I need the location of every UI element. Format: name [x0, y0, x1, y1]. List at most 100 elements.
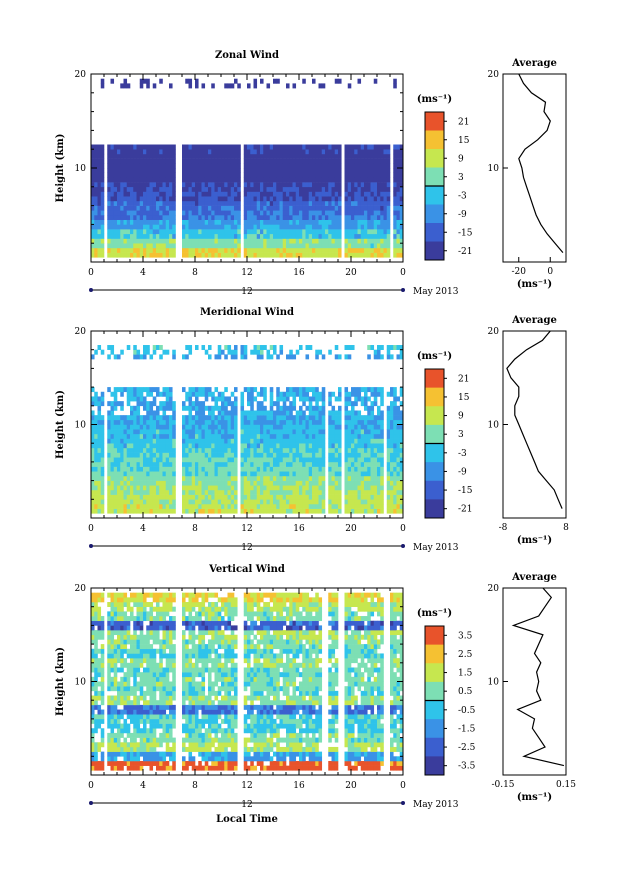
heatmap-cell — [100, 224, 105, 230]
heatmap-cell — [299, 200, 303, 206]
heatmap-cell — [221, 429, 225, 435]
heatmap-cell — [399, 238, 404, 244]
colorbar-segment — [425, 480, 444, 500]
heatmap-cell — [299, 243, 303, 249]
heatmap-cell — [143, 205, 147, 211]
heatmap-cell — [315, 452, 319, 458]
heatmap-cell — [120, 452, 124, 458]
heatmap-cell — [308, 452, 313, 458]
heatmap-cell — [185, 471, 189, 477]
heatmap-cell — [198, 471, 202, 477]
heatmap-cell — [126, 387, 131, 393]
heatmap-cell — [325, 219, 329, 225]
heatmap-cell — [211, 471, 215, 477]
heatmap-cell — [159, 233, 163, 239]
heatmap-cell — [94, 508, 98, 514]
heatmap-cell — [380, 485, 384, 491]
heatmap-cell — [269, 419, 274, 425]
heatmap-cell — [149, 475, 154, 481]
heatmap-cell — [273, 182, 277, 188]
heatmap-cell — [367, 252, 371, 258]
heatmap-cell — [130, 177, 134, 183]
heatmap-cell — [217, 153, 222, 159]
heatmap-cell — [331, 168, 336, 173]
heatmap-cell — [162, 200, 167, 206]
heatmap-cell — [305, 219, 310, 225]
heatmap-cell — [370, 475, 375, 481]
heatmap-cell — [94, 644, 98, 650]
heatmap-cell — [377, 149, 381, 155]
heatmap-cell — [399, 391, 404, 397]
heatmap-cell — [237, 205, 241, 211]
heatmap-cell — [344, 186, 349, 192]
heatmap-cell — [120, 224, 124, 230]
heatmap-cell — [97, 503, 102, 509]
heatmap-cell — [393, 429, 397, 435]
heatmap-cell — [334, 494, 339, 500]
heatmap-cell — [399, 186, 404, 192]
heatmap-cell — [169, 461, 173, 467]
heatmap-cell — [107, 503, 111, 509]
heatmap-cell — [113, 415, 118, 421]
heatmap-cell — [198, 215, 202, 220]
heatmap-cell — [354, 396, 358, 402]
heatmap-cell — [253, 238, 258, 244]
heatmap-cell — [198, 429, 202, 435]
heatmap-cell — [208, 466, 212, 472]
heatmap-cell — [110, 233, 115, 239]
heatmap-cell — [292, 158, 297, 164]
heatmap-cell — [399, 182, 404, 188]
heatmap-cell — [100, 149, 105, 155]
heatmap-cell — [276, 243, 280, 249]
heatmap-cell — [211, 153, 215, 159]
heatmap-cell — [123, 144, 128, 150]
heatmap-cell — [289, 485, 293, 491]
heatmap-cell — [234, 438, 238, 444]
heatmap-cell — [133, 419, 137, 425]
heatmap-cell — [240, 391, 245, 397]
heatmap-cell — [165, 457, 170, 463]
profile-title: Average — [511, 315, 557, 326]
heatmap-cell — [94, 461, 98, 467]
heatmap-cell — [159, 149, 163, 155]
heatmap-cell — [360, 466, 365, 472]
heatmap-cell — [266, 480, 271, 486]
heatmap-cell — [354, 429, 358, 435]
heatmap-cell — [188, 219, 193, 225]
heatmap-cell — [182, 233, 186, 239]
heatmap-cell — [334, 153, 339, 159]
heatmap-cell — [204, 466, 209, 472]
heatmap-cell — [130, 238, 134, 244]
heatmap-cell — [380, 158, 384, 164]
heatmap-cell — [211, 480, 215, 486]
heatmap-cell — [169, 401, 173, 407]
heatmap-cell — [185, 354, 189, 360]
heatmap-cell — [224, 196, 228, 202]
heatmap-cell — [91, 452, 95, 458]
heatmap-cell — [195, 205, 199, 211]
heatmap-cell — [399, 200, 404, 206]
heatmap-cell — [217, 163, 222, 169]
heatmap-cell — [107, 354, 111, 360]
heatmap-cell — [321, 466, 326, 472]
heatmap-cell — [97, 471, 102, 477]
heatmap-cell — [282, 405, 287, 411]
heatmap-cell — [227, 461, 232, 467]
heatmap-cell — [217, 191, 222, 197]
heatmap-cell — [159, 489, 163, 495]
heatmap-cell — [328, 447, 332, 453]
heatmap-cell — [360, 480, 365, 486]
heatmap-cell — [201, 215, 206, 220]
heatmap-cell — [263, 508, 267, 514]
heatmap-cell — [273, 243, 277, 249]
heatmap-cell — [367, 387, 371, 393]
heatmap-cell — [325, 158, 329, 164]
heatmap-cell — [146, 438, 150, 444]
heatmap-cell — [224, 191, 228, 197]
heatmap-cell — [159, 200, 163, 206]
heatmap-cell — [195, 494, 199, 500]
heatmap-cell — [130, 144, 134, 150]
heatmap-cell — [308, 224, 313, 230]
heatmap-cell — [386, 485, 391, 491]
heatmap-cell — [308, 144, 313, 150]
